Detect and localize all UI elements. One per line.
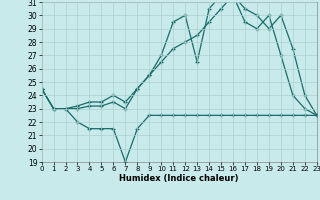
- X-axis label: Humidex (Indice chaleur): Humidex (Indice chaleur): [119, 174, 239, 183]
